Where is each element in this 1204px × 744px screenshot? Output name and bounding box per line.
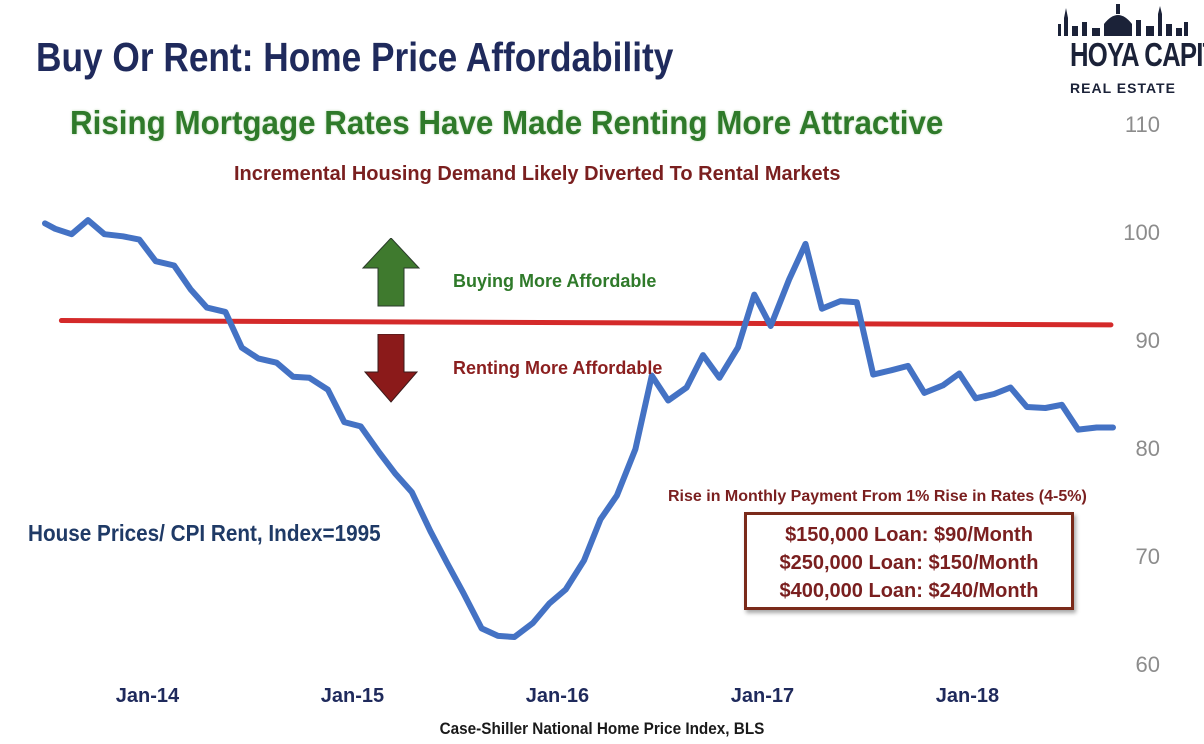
buying-more-affordable-label: Buying More Affordable: [453, 271, 657, 291]
y-tick-label: 100: [1123, 220, 1160, 245]
payment-line-150k: $150,000 Loan: $90/Month: [785, 524, 1033, 546]
y-axis: 60 70 80 90 100 110: [1123, 112, 1160, 677]
source-note: Case-Shiller National Home Price Index, …: [439, 719, 765, 738]
chart-note: Incremental Housing Demand Likely Divert…: [234, 163, 841, 185]
up-arrow-icon: [361, 238, 421, 307]
y-tick-label: 70: [1136, 544, 1160, 569]
payment-line-250k: $250,000 Loan: $150/Month: [779, 552, 1039, 574]
skyline-logo-icon: [1058, 4, 1188, 36]
renting-more-affordable-label: Renting More Affordable: [453, 358, 663, 378]
x-tick-label: Jan-14: [116, 685, 180, 707]
threshold-line: [58, 318, 1114, 328]
payment-info-box: $150,000 Loan: $90/Month $250,000 Loan: …: [744, 512, 1074, 610]
logo-subtitle: REAL ESTATE: [1070, 80, 1176, 96]
down-arrow-icon: [363, 334, 419, 403]
y-tick-label: 110: [1125, 112, 1160, 137]
x-axis: Jan-14 Jan-15 Jan-16 Jan-17 Jan-18: [116, 685, 999, 707]
y-tick-label: 80: [1136, 436, 1160, 461]
x-tick-label: Jan-17: [731, 685, 794, 707]
x-tick-label: Jan-16: [526, 685, 589, 707]
x-tick-label: Jan-18: [936, 685, 999, 707]
y-tick-label: 60: [1136, 652, 1160, 677]
payment-box-title: Rise in Monthly Payment From 1% Rise in …: [668, 488, 1087, 505]
payment-line-400k: $400,000 Loan: $240/Month: [779, 580, 1039, 602]
page-title: Buy Or Rent: Home Price Affordability: [36, 34, 674, 80]
x-tick-label: Jan-15: [321, 685, 384, 707]
y-tick-label: 90: [1136, 328, 1160, 353]
series-line-house-price-rent-index: [42, 217, 1116, 640]
series-label: House Prices/ CPI Rent, Index=1995: [28, 520, 381, 546]
chart-subtitle: Rising Mortgage Rates Have Made Renting …: [70, 104, 944, 141]
